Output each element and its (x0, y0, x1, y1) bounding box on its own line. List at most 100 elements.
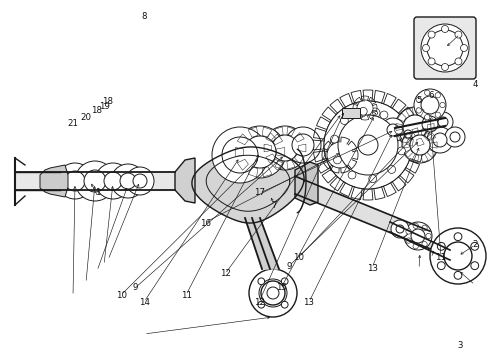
Circle shape (285, 127, 321, 163)
Circle shape (427, 127, 453, 153)
Circle shape (424, 90, 430, 95)
Circle shape (348, 171, 356, 179)
Text: 8: 8 (142, 12, 147, 21)
Polygon shape (245, 218, 279, 269)
Circle shape (433, 112, 453, 132)
Circle shape (455, 31, 462, 38)
Circle shape (411, 229, 425, 243)
Text: 10: 10 (116, 291, 127, 300)
Text: 15: 15 (276, 284, 287, 292)
Circle shape (104, 172, 122, 190)
Text: 9: 9 (132, 284, 137, 292)
Circle shape (57, 163, 93, 199)
Circle shape (249, 269, 297, 317)
Circle shape (461, 45, 467, 51)
Circle shape (65, 171, 85, 191)
Circle shape (341, 117, 348, 125)
Circle shape (133, 174, 147, 188)
Polygon shape (295, 162, 318, 205)
Circle shape (410, 135, 430, 155)
Circle shape (357, 100, 373, 116)
Circle shape (358, 135, 378, 155)
Circle shape (391, 220, 409, 238)
Circle shape (281, 301, 288, 308)
Circle shape (422, 45, 430, 51)
Circle shape (403, 115, 427, 139)
Circle shape (327, 142, 353, 168)
Circle shape (404, 222, 432, 250)
Text: 1: 1 (95, 188, 101, 197)
Circle shape (372, 111, 377, 116)
Circle shape (355, 106, 369, 120)
Circle shape (324, 101, 412, 189)
Circle shape (234, 126, 286, 178)
Polygon shape (395, 118, 445, 136)
Text: 16: 16 (200, 219, 211, 228)
Circle shape (331, 135, 339, 143)
Circle shape (444, 242, 472, 270)
Circle shape (222, 137, 258, 173)
Text: 4: 4 (472, 80, 478, 89)
Circle shape (381, 118, 405, 142)
Circle shape (471, 242, 479, 250)
Polygon shape (295, 176, 430, 249)
Circle shape (438, 242, 445, 250)
Circle shape (387, 124, 399, 136)
Circle shape (471, 262, 479, 270)
Circle shape (334, 156, 342, 164)
Polygon shape (390, 222, 450, 260)
Circle shape (397, 147, 405, 155)
Circle shape (422, 225, 427, 230)
Circle shape (359, 107, 367, 115)
Circle shape (406, 238, 411, 243)
Circle shape (126, 167, 154, 195)
Circle shape (416, 97, 421, 102)
Circle shape (400, 126, 416, 142)
Circle shape (388, 166, 395, 174)
Text: 18: 18 (91, 107, 102, 116)
Circle shape (406, 229, 411, 234)
Text: 7: 7 (271, 201, 277, 210)
Text: 14: 14 (139, 298, 150, 307)
Text: 2: 2 (472, 240, 478, 249)
Circle shape (430, 228, 486, 284)
Polygon shape (175, 158, 195, 203)
Circle shape (324, 101, 412, 189)
Circle shape (369, 175, 377, 183)
Circle shape (428, 31, 435, 38)
Circle shape (84, 170, 106, 192)
Circle shape (395, 107, 435, 147)
Text: 5: 5 (416, 96, 422, 105)
FancyBboxPatch shape (414, 17, 476, 79)
Text: 13: 13 (367, 264, 378, 273)
Circle shape (272, 135, 298, 161)
Circle shape (394, 126, 402, 134)
Circle shape (421, 96, 439, 114)
Circle shape (422, 116, 438, 132)
Polygon shape (40, 165, 68, 197)
Text: 9: 9 (287, 262, 292, 271)
Circle shape (421, 24, 469, 72)
Circle shape (380, 111, 388, 119)
Circle shape (433, 133, 447, 147)
Polygon shape (192, 147, 304, 223)
Circle shape (416, 108, 421, 113)
Text: 6: 6 (428, 91, 434, 100)
Text: 17: 17 (254, 188, 265, 197)
Circle shape (455, 58, 462, 65)
Text: 11: 11 (181, 291, 192, 300)
Circle shape (402, 127, 438, 163)
Circle shape (441, 63, 448, 71)
Circle shape (120, 173, 136, 189)
Circle shape (258, 301, 265, 308)
Circle shape (75, 161, 115, 201)
Circle shape (358, 109, 366, 117)
Circle shape (95, 163, 131, 199)
Circle shape (450, 132, 460, 142)
Text: 13: 13 (303, 298, 314, 307)
Text: 11: 11 (436, 253, 446, 262)
Circle shape (435, 112, 441, 117)
Text: 20: 20 (80, 113, 91, 122)
Circle shape (426, 233, 431, 239)
Circle shape (445, 127, 465, 147)
